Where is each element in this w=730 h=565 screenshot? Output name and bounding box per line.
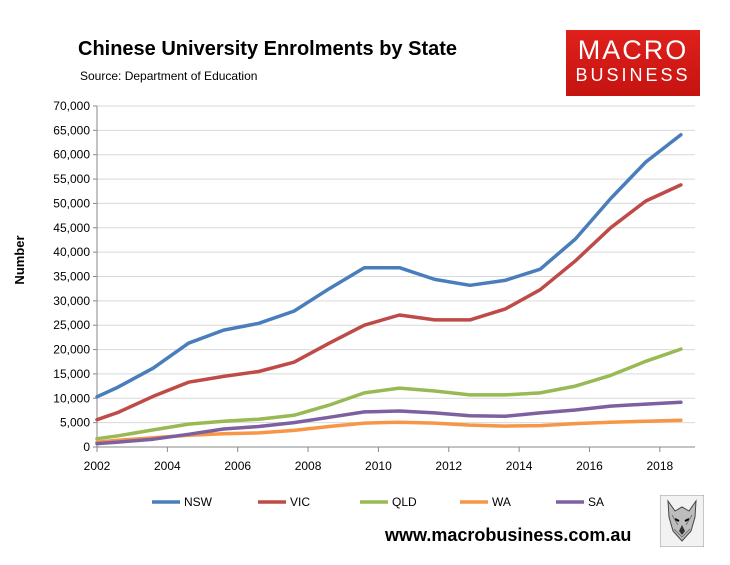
x-tick-label: 2010 — [365, 459, 392, 473]
y-tick-label: 45,000 — [53, 221, 90, 235]
x-tick-labels: 2002 2004 2006 2008 2010 2012 2014 2016 2018 — [84, 459, 674, 473]
series-line-nsw — [95, 132, 683, 399]
y-tick-label: 15,000 — [53, 367, 90, 381]
x-tick-label: 2004 — [154, 459, 181, 473]
y-tick-label: 5,000 — [60, 416, 90, 430]
legend: NSW VIC QLD WA SA — [152, 495, 604, 509]
legend-label-nsw: NSW — [184, 495, 213, 509]
y-tick-label: 35,000 — [53, 270, 90, 284]
macrobusiness-logo: MACRO BUSINESS — [566, 30, 700, 96]
axes — [93, 105, 695, 452]
series-lines — [95, 132, 683, 446]
y-axis-label: Number — [12, 235, 27, 284]
y-tick-labels: 0 5,000 10,000 15,000 20,000 25,000 30,000 35,0… — [53, 99, 90, 454]
gridlines — [97, 105, 695, 424]
y-tick-label: 20,000 — [53, 343, 90, 357]
x-tick-label: 2012 — [435, 459, 462, 473]
x-tick-label: 2016 — [576, 459, 603, 473]
footer-url: www.macrobusiness.com.au — [385, 525, 632, 545]
y-tick-label: 50,000 — [53, 196, 90, 210]
y-tick-label: 30,000 — [53, 294, 90, 308]
x-tick-label: 2006 — [224, 459, 251, 473]
legend-label-qld: QLD — [392, 495, 417, 509]
y-tick-label: 65,000 — [53, 123, 90, 137]
x-tick-label: 2018 — [646, 459, 673, 473]
y-tick-label: 70,000 — [53, 99, 90, 113]
chart-title: Chinese University Enrolments by State — [78, 38, 458, 60]
x-tick-label: 2008 — [295, 459, 322, 473]
logo-line-1: MACRO — [577, 35, 689, 65]
series-line-qld — [95, 347, 683, 441]
y-tick-label: 25,000 — [53, 318, 90, 332]
y-tick-label: 0 — [83, 440, 90, 454]
x-tick-label: 2014 — [506, 459, 533, 473]
series-line-vic — [95, 183, 683, 422]
x-tick-label: 2002 — [84, 459, 111, 473]
chart-source: Source: Department of Education — [80, 69, 258, 83]
wolf-logo-icon — [660, 495, 704, 547]
y-tick-label: 60,000 — [53, 148, 90, 162]
y-tick-label: 55,000 — [53, 172, 90, 186]
logo-line-2: BUSINESS — [575, 65, 691, 85]
legend-label-sa: SA — [588, 495, 604, 509]
y-tick-label: 40,000 — [53, 245, 90, 259]
legend-label-vic: VIC — [290, 495, 310, 509]
y-tick-label: 10,000 — [53, 391, 90, 405]
legend-label-wa: WA — [492, 495, 511, 509]
series-line-sa — [95, 400, 683, 446]
